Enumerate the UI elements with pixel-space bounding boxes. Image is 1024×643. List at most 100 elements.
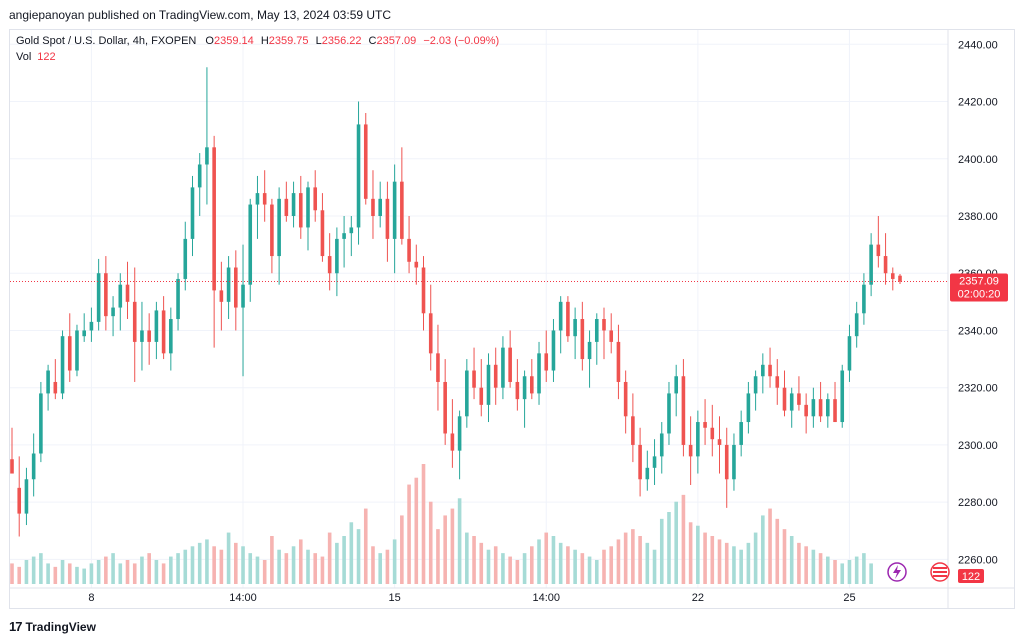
volume-bar <box>39 553 43 584</box>
y-tick-label: 2440.00 <box>958 39 998 51</box>
volume-bar <box>573 549 577 584</box>
volume-bar <box>775 518 780 584</box>
volume-bar <box>587 556 592 584</box>
volume-bar <box>667 512 671 584</box>
footer-brand-label: TradingView <box>25 619 96 634</box>
candle-body <box>854 313 859 337</box>
volume-bar <box>530 546 534 584</box>
candle-body <box>631 416 635 445</box>
volume-bar <box>566 546 570 584</box>
volume-bar <box>753 532 758 584</box>
high-label: H <box>260 35 269 47</box>
candle-body <box>161 310 166 354</box>
candle-body <box>710 427 715 440</box>
candle-body <box>313 187 318 211</box>
ohlc-legend: Gold Spot / U.S. Dollar, 4h, FXOPEN O235… <box>16 33 503 49</box>
candle-body <box>667 393 671 434</box>
tv-logo-icon: 17 <box>9 619 23 634</box>
candle-body <box>775 376 780 388</box>
candle-body <box>414 261 419 268</box>
candle-body <box>862 284 866 314</box>
candle-body <box>840 370 845 423</box>
countdown-text: 02:00:20 <box>958 289 1001 301</box>
volume-bar <box>782 529 787 584</box>
candle-body <box>335 238 339 274</box>
candle-body <box>515 381 520 400</box>
volume-bar <box>212 546 216 584</box>
volume-label[interactable]: Vol <box>16 51 32 63</box>
candle-body <box>544 353 549 371</box>
volume-bar <box>327 532 332 584</box>
x-tick-label: 8 <box>88 592 94 604</box>
x-tick-label: 14:00 <box>229 592 257 604</box>
candle-body <box>125 284 130 302</box>
volume-bar <box>746 542 751 584</box>
volume-bar <box>515 560 520 584</box>
x-tick-label: 14:00 <box>532 592 560 604</box>
open-label: O <box>205 35 214 47</box>
close-label: C <box>368 35 377 47</box>
flag-stripe <box>933 571 947 573</box>
symbol-label[interactable]: Gold Spot / U.S. Dollar, 4h, FXOPEN <box>16 35 197 47</box>
volume-bar <box>147 553 151 584</box>
candle-body <box>291 193 296 216</box>
volume-bar <box>219 549 224 584</box>
candle-body <box>623 381 628 417</box>
volume-badge-text: 122 <box>962 571 980 583</box>
volume-bar <box>46 563 50 584</box>
volume-bar <box>169 556 173 584</box>
volume-bar <box>270 536 274 584</box>
candle-body <box>681 376 686 445</box>
volume-bar <box>797 542 801 584</box>
candle-body <box>847 336 852 371</box>
candle-body <box>421 267 426 314</box>
volume-bar <box>623 532 628 584</box>
candle-body <box>284 198 289 216</box>
volume-bar <box>53 566 58 584</box>
candle-body <box>876 244 881 257</box>
volume-bar <box>60 560 65 584</box>
volume-bar <box>241 546 245 584</box>
candle-body <box>10 459 14 474</box>
volume-bar <box>450 508 455 584</box>
volume-bar <box>847 560 852 584</box>
volume-bar <box>385 549 390 584</box>
candle-body <box>298 193 303 228</box>
candle-body <box>472 370 476 388</box>
candle-body <box>226 267 231 302</box>
volume-bar <box>392 539 397 584</box>
volume-bar <box>551 536 556 584</box>
volume-bar <box>501 553 505 584</box>
candle-body <box>234 267 238 308</box>
volume-bar <box>472 536 476 584</box>
candle-body <box>190 187 195 239</box>
candle-body <box>327 256 332 274</box>
candle-body <box>746 393 751 423</box>
candle-body <box>363 124 368 199</box>
lightning-glyph <box>893 565 901 579</box>
volume-bar <box>31 556 36 584</box>
candle-body <box>818 399 823 417</box>
last-price-text: 2357.09 <box>959 276 999 288</box>
flag-stripe <box>933 567 947 569</box>
volume-bar <box>652 549 657 584</box>
candle-body <box>132 301 137 342</box>
candle-body <box>241 284 245 308</box>
candle-body <box>349 227 354 234</box>
candle-body <box>652 456 657 468</box>
candle-body <box>609 330 614 342</box>
candle-body <box>400 181 404 239</box>
y-tick-label: 2280.00 <box>958 497 998 509</box>
volume-bar <box>226 532 231 584</box>
candle-body <box>428 313 433 354</box>
candle-body <box>270 204 274 257</box>
footer-brand[interactable]: 17 TradingView <box>9 619 96 634</box>
chart-frame <box>9 29 1015 609</box>
volume-bar <box>125 560 130 584</box>
volume-bar <box>862 553 866 584</box>
candle-body <box>450 433 455 451</box>
candle-body <box>739 422 743 445</box>
volume-bar <box>248 553 253 584</box>
candle-body <box>277 198 281 257</box>
